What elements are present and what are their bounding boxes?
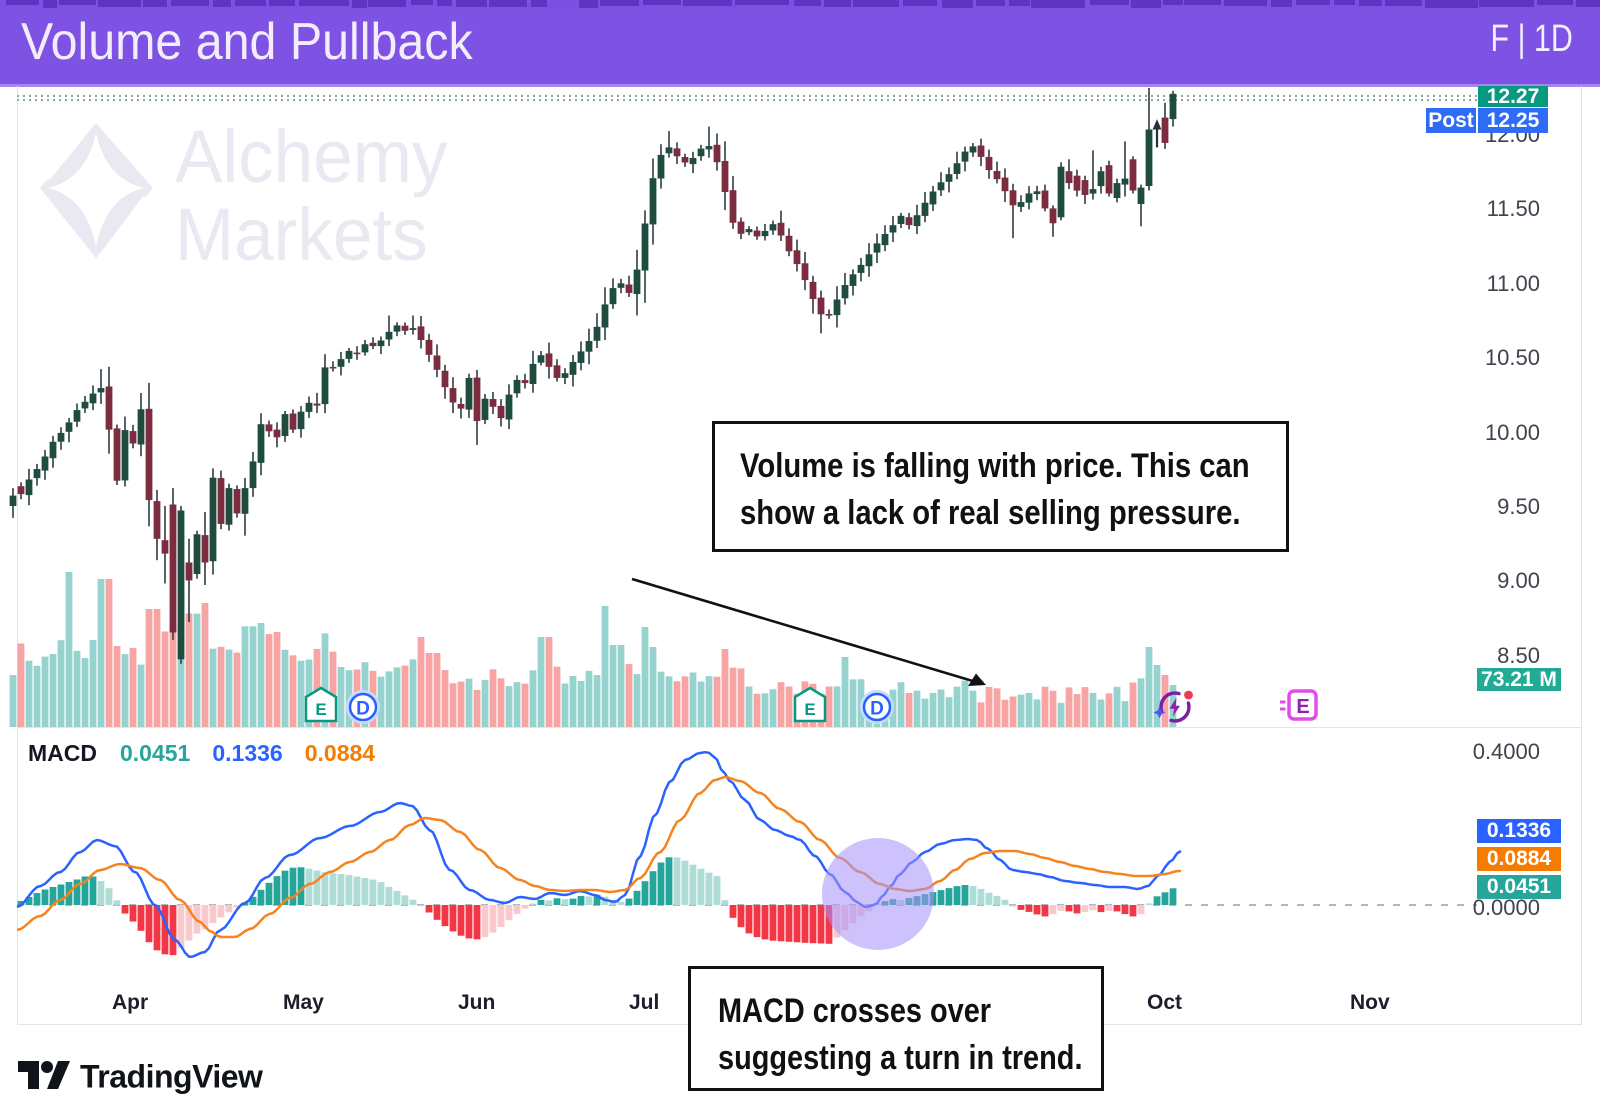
svg-text:E: E	[1296, 696, 1309, 718]
svg-text:E: E	[804, 700, 815, 719]
svg-text:E: E	[315, 700, 326, 719]
svg-text:TradingView: TradingView	[80, 1059, 263, 1095]
svg-text:D: D	[356, 699, 370, 720]
svg-text:D: D	[870, 699, 884, 720]
